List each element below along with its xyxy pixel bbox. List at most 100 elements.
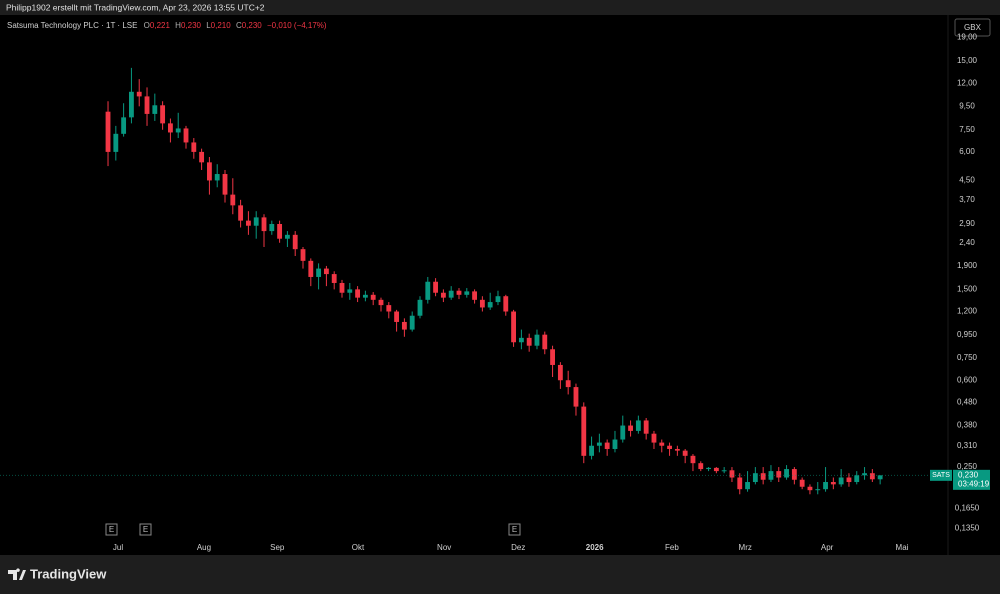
logo-icon (8, 568, 26, 580)
candle-body (862, 473, 867, 476)
candle-body (300, 249, 306, 261)
candle-body (511, 311, 516, 343)
y-tick-label: 19,00 (957, 33, 978, 42)
event-box[interactable] (105, 523, 118, 536)
candle-body (160, 105, 166, 124)
x-tick-label: Aug (197, 543, 211, 552)
logo-text: TradingView (30, 566, 107, 581)
candle-body (105, 111, 111, 152)
ohlc-value: 0,210 (211, 21, 232, 30)
ohlc-key: C (236, 21, 242, 30)
candle-body (191, 142, 197, 152)
candle-body (713, 467, 719, 472)
candle-body (456, 290, 462, 295)
y-tick-label: 0,380 (957, 421, 978, 430)
ohlc-key: H (175, 21, 181, 30)
currency-label: GBX (964, 23, 982, 32)
candle-body (784, 469, 789, 478)
candle-body (706, 467, 711, 470)
plot-area (0, 15, 1000, 555)
ohlc-key: L (206, 21, 211, 30)
candle-body (487, 302, 493, 308)
candle-body (589, 445, 594, 456)
candle-body (284, 234, 290, 239)
candle-body (128, 91, 134, 118)
candle-body (557, 364, 563, 381)
y-tick-label: 3,70 (959, 195, 975, 204)
candle-body (394, 311, 400, 322)
candle-body (869, 473, 875, 480)
currency-box[interactable] (954, 18, 991, 37)
x-tick-label: Apr (821, 543, 834, 552)
event-box[interactable] (139, 523, 152, 536)
candle-body (674, 448, 680, 451)
price-tag-label: 0,230 (958, 470, 979, 479)
x-tick-label: Okt (352, 543, 365, 552)
candle-body (620, 425, 626, 440)
candle-body (495, 296, 501, 303)
candle-body (604, 442, 610, 449)
candle-body (752, 473, 758, 483)
y-tick-label: 12,00 (957, 78, 978, 87)
candle-body (409, 315, 415, 330)
candle-body (339, 282, 345, 293)
candle-body (776, 471, 782, 478)
candle-body (745, 482, 750, 490)
y-tick-label: 7,50 (959, 125, 975, 134)
candle-body (682, 450, 688, 456)
tradingview-logo: TradingView (8, 566, 107, 581)
x-tick-label: 2026 (586, 543, 604, 552)
event-box[interactable] (508, 523, 521, 536)
candle-body (581, 406, 587, 456)
candle-body (690, 455, 696, 464)
candle-body (612, 439, 618, 449)
event-label: E (109, 525, 114, 534)
header-bar (0, 0, 1000, 15)
candle-body (261, 217, 267, 232)
candle-body (807, 486, 813, 491)
candle-body (596, 442, 602, 446)
candle-body (144, 96, 150, 114)
candle-body (167, 123, 173, 133)
candle-body (152, 105, 158, 114)
y-tick-label: 0,310 (957, 441, 978, 450)
candle-body (440, 292, 446, 298)
y-tick-label: 0,950 (957, 330, 978, 339)
candle-body (425, 281, 431, 300)
candle-body (479, 299, 485, 308)
y-tick-label: 2,90 (959, 219, 975, 228)
candle-body (542, 334, 548, 350)
y-tick-label: 0,1650 (955, 503, 980, 512)
candle-body (573, 387, 579, 407)
x-tick-label: Jul (113, 543, 123, 552)
candle-body (659, 442, 665, 446)
y-tick-label: 15,00 (957, 56, 978, 65)
candle-body (331, 274, 337, 283)
symbol-title: Satsuma Technology PLC · 1T · LSE (7, 21, 137, 30)
candle-body (175, 128, 181, 133)
candle-body (222, 174, 228, 195)
candle-body (199, 151, 205, 163)
y-tick-label: 4,50 (959, 176, 975, 185)
candle-body (230, 194, 236, 206)
x-tick-label: Mrz (739, 543, 752, 552)
y-tick-label: 1,200 (957, 307, 978, 316)
candle-body (846, 477, 852, 483)
candles (105, 67, 883, 495)
header-text: Philipp1902 erstellt mit TradingView.com… (6, 2, 265, 12)
candle-body (238, 205, 244, 221)
candle-body (651, 433, 657, 443)
y-tick-label: 0,600 (957, 375, 978, 384)
candle-body (121, 117, 127, 134)
candle-body (269, 223, 275, 232)
legend: Satsuma Technology PLC · 1T · LSE O0,221… (7, 21, 327, 30)
candle-body (316, 268, 322, 277)
candle-body (526, 337, 532, 346)
event-label: E (512, 525, 517, 534)
candle-body (838, 477, 844, 485)
candle-body (433, 281, 439, 293)
candle-body (292, 234, 298, 250)
x-tick-label: Sep (270, 543, 285, 552)
x-tick-label: Dez (511, 543, 525, 552)
